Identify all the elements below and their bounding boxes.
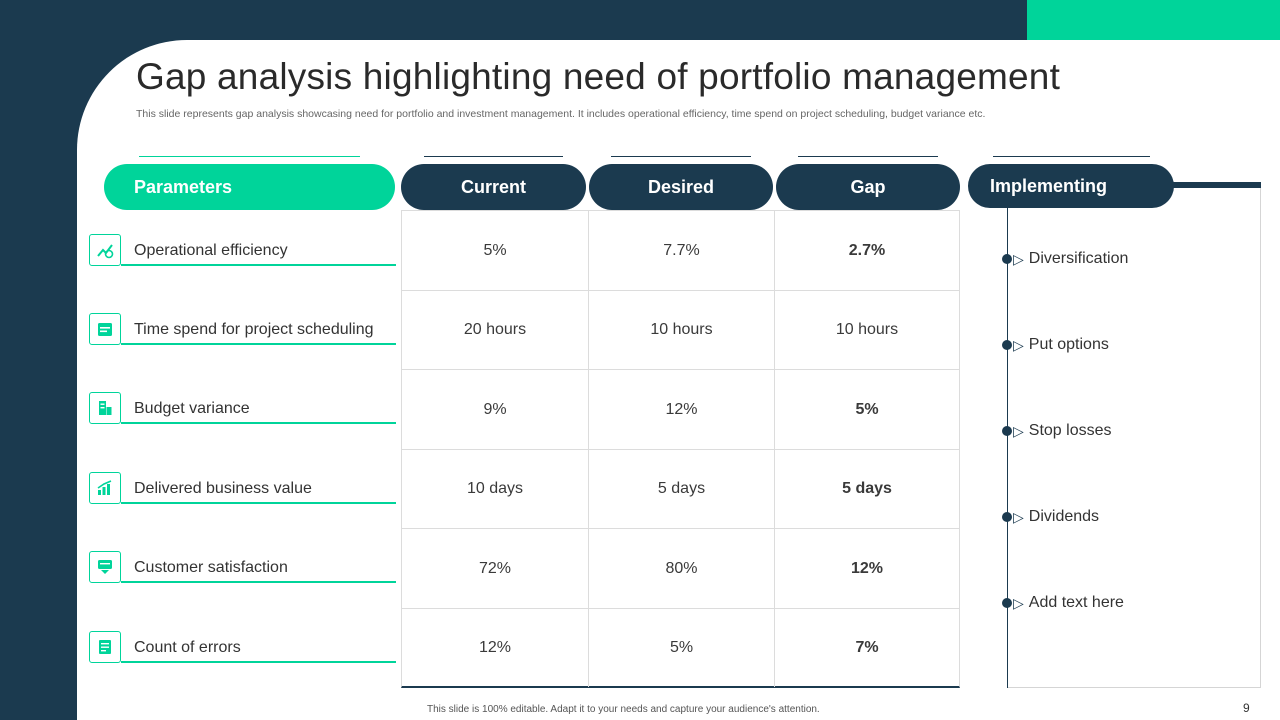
implementing-item-label: Put options (1028, 336, 1109, 353)
triangle-arrow-icon: ▷ (1013, 423, 1024, 439)
implementing-bar (1170, 182, 1261, 188)
slide-title: Gap analysis highlighting need of portfo… (136, 56, 1061, 97)
business-value-icon (89, 472, 121, 504)
bullet-dot-icon (1002, 254, 1012, 264)
bullet-dot-icon (1002, 340, 1012, 350)
current-header: Current (401, 164, 586, 210)
table-cell-gap: 12% (775, 529, 959, 609)
parameter-label: Delivered business value (134, 480, 312, 497)
triangle-arrow-icon: ▷ (1013, 337, 1024, 353)
triangle-arrow-icon: ▷ (1013, 509, 1024, 525)
table-cell-gap: 2.7% (775, 211, 959, 291)
parameter-underline (121, 502, 396, 504)
accent-corner (1027, 0, 1280, 40)
desired-topline (611, 156, 751, 157)
gap-topline (798, 156, 938, 157)
slide-card (77, 40, 1270, 720)
implementing-header: Implementing (968, 164, 1174, 208)
customer-satisfaction-icon (89, 551, 121, 583)
parameter-underline (121, 422, 396, 424)
table-cell-gap: 5 days (775, 450, 959, 529)
table-cell-desired: 7.7% (589, 211, 775, 291)
table-cell-gap: 5% (775, 370, 959, 450)
implementing-item-label: Dividends (1028, 508, 1100, 525)
bullet-dot-icon (1002, 512, 1012, 522)
gap-header: Gap (776, 164, 960, 210)
parameter-underline (121, 661, 396, 663)
implementing-item: ▷ Diversification (1002, 249, 1128, 269)
implementing-timeline (1007, 208, 1008, 688)
table-cell-current: 9% (402, 370, 589, 450)
triangle-arrow-icon: ▷ (1013, 595, 1024, 611)
efficiency-icon (89, 234, 121, 266)
bullet-dot-icon (1002, 598, 1012, 608)
table-cell-current: 5% (402, 211, 589, 291)
parameter-label: Operational efficiency (134, 242, 288, 259)
parameters-header: Parameters (104, 164, 395, 210)
implementing-item: ▷ Put options (1002, 335, 1109, 355)
implementing-item-label: Stop losses (1028, 422, 1112, 439)
implementing-topline (993, 156, 1150, 157)
table-cell-current: 10 days (402, 450, 589, 529)
budget-icon (89, 392, 121, 424)
triangle-arrow-icon: ▷ (1013, 251, 1024, 267)
parameters-topline (139, 156, 360, 157)
implementing-item: ▷ Stop losses (1002, 421, 1112, 441)
implementing-item-label: Add text here (1028, 594, 1124, 611)
table-cell-current: 20 hours (402, 291, 589, 370)
parameter-label: Customer satisfaction (134, 559, 288, 576)
table-cell-desired: 10 hours (589, 291, 775, 370)
parameter-label: Budget variance (134, 400, 250, 417)
table-cell-desired: 5% (589, 609, 775, 687)
parameter-underline (121, 581, 396, 583)
table-cell-desired: 80% (589, 529, 775, 609)
desired-header: Desired (589, 164, 773, 210)
table-cell-gap: 10 hours (775, 291, 959, 370)
gap-table: 5% 7.7% 2.7% 20 hours 10 hours 10 hours … (401, 210, 960, 688)
implementing-item: ▷ Add text here (1002, 593, 1124, 613)
implementing-item-label: Diversification (1028, 250, 1129, 267)
right-strip (1270, 40, 1280, 720)
table-cell-gap: 7% (855, 639, 879, 656)
slide-subtitle: This slide represents gap analysis showc… (136, 108, 986, 120)
current-topline (424, 156, 563, 157)
parameter-underline (121, 264, 396, 266)
parameter-label: Time spend for project scheduling (134, 321, 374, 338)
parameter-underline (121, 343, 396, 345)
implementing-panel (1007, 188, 1261, 688)
table-cell-current: 12% (402, 609, 589, 687)
table-cell-desired: 12% (589, 370, 775, 450)
schedule-icon (89, 313, 121, 345)
parameter-label: Count of errors (134, 639, 241, 656)
page-number: 9 (1243, 701, 1250, 715)
implementing-item: ▷ Dividends (1002, 507, 1099, 527)
table-cell-current: 72% (402, 529, 589, 609)
errors-icon (89, 631, 121, 663)
table-cell-desired: 5 days (589, 450, 775, 529)
footer-note: This slide is 100% editable. Adapt it to… (427, 704, 820, 715)
bullet-dot-icon (1002, 426, 1012, 436)
